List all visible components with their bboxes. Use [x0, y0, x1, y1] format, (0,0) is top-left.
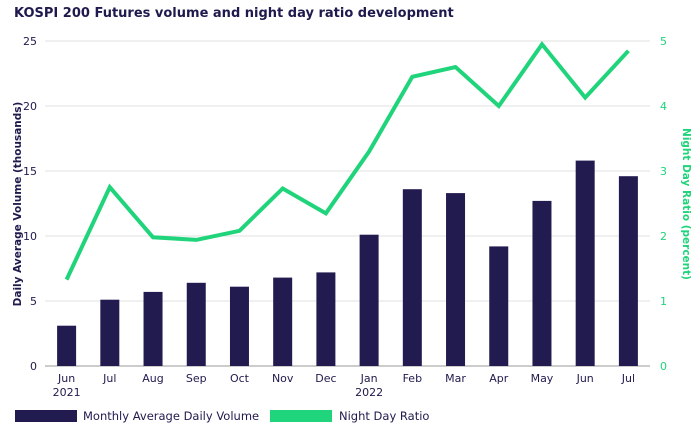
x-tick-label: May: [531, 372, 554, 385]
left-tick-label: 20: [23, 100, 37, 113]
right-tick-label: 1: [660, 295, 667, 308]
bar: [143, 291, 163, 366]
bar: [100, 299, 120, 366]
legend-swatch-ratio: [270, 410, 332, 422]
x-tick-label: Sep: [186, 372, 207, 385]
x-tick-label: Aug: [142, 372, 163, 385]
left-tick-label: 0: [30, 360, 37, 373]
right-tick-label: 2: [660, 230, 667, 243]
left-tick-label: 5: [30, 295, 37, 308]
x-tick-label: Jul: [621, 372, 635, 385]
legend-swatch-volume: [15, 410, 77, 422]
left-tick-label: 25: [23, 35, 37, 48]
bar: [57, 325, 77, 366]
right-tick-label: 4: [660, 100, 667, 113]
x-tick-year: 2022: [355, 386, 383, 399]
bar: [402, 189, 422, 366]
left-axis-title: Daily Average Volume (thousands): [12, 102, 24, 307]
x-tick-label: Jul: [102, 372, 116, 385]
x-tick-label: Jun: [576, 372, 594, 385]
right-tick-label: 5: [660, 35, 667, 48]
bar: [618, 176, 638, 366]
x-tick-label: Dec: [315, 372, 336, 385]
bar: [186, 282, 206, 366]
bar-series: [57, 160, 638, 366]
x-tick-label: Jan: [360, 372, 378, 385]
left-tick-label: 15: [23, 165, 37, 178]
bar: [273, 277, 293, 366]
x-tick-label: Oct: [230, 372, 250, 385]
x-tick-label: Mar: [445, 372, 466, 385]
x-tick-label: Jun: [57, 372, 75, 385]
legend-label-volume: Monthly Average Daily Volume: [83, 409, 259, 423]
bar: [316, 272, 336, 366]
bar: [532, 200, 552, 366]
ratio-line: [64, 40, 630, 281]
left-tick-label: 10: [23, 230, 37, 243]
left-axis-ticks: 0 5 10 15 20 25: [23, 35, 37, 373]
line-series: [64, 40, 630, 281]
bar: [575, 160, 595, 366]
right-axis-ticks: 0 1 2 3 4 5: [660, 35, 667, 373]
bar: [489, 246, 509, 366]
x-tick-label: Apr: [489, 372, 509, 385]
right-tick-label: 3: [660, 165, 667, 178]
chart-title: KOSPI 200 Futures volume and night day r…: [14, 6, 454, 21]
right-axis-title: Night Day Ratio (percent): [680, 128, 692, 280]
legend-label-ratio: Night Day Ratio: [339, 409, 429, 423]
x-tick-label: Feb: [403, 372, 422, 385]
x-tick-label: Nov: [272, 372, 294, 385]
gridlines: [45, 40, 650, 367]
bar: [229, 286, 249, 366]
bar: [359, 234, 379, 366]
x-tick-year: 2021: [53, 386, 81, 399]
right-tick-label: 0: [660, 360, 667, 373]
bar: [446, 193, 466, 366]
legend: Monthly Average Daily Volume Night Day R…: [15, 409, 429, 423]
